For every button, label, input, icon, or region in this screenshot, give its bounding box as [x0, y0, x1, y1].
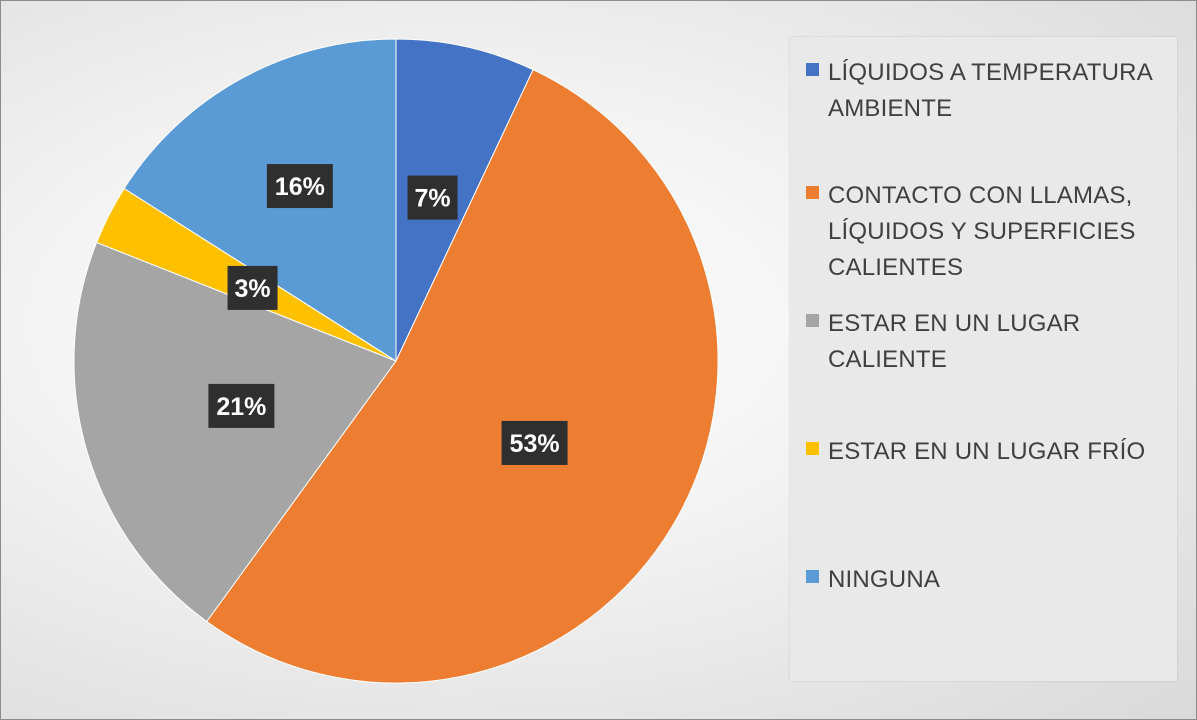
legend-swatch	[806, 570, 819, 583]
data-label-text: 21%	[216, 393, 266, 421]
data-label-text: 3%	[234, 275, 270, 303]
legend-label-line: LÍQUIDOS Y SUPERFICIES	[828, 218, 1136, 245]
data-labels: 7% 53% 21% 3% 16%	[208, 164, 568, 465]
legend-swatch	[806, 442, 819, 455]
legend-swatch	[806, 314, 819, 327]
pie-slice-liquidos-a-temperatura-ambiente	[395, 38, 534, 362]
pie-slice-contacto-con-llamas-liquidos-y-superficies-calientes	[206, 68, 719, 684]
data-label-liquidos-a-temperatura-ambiente: 7%	[407, 175, 458, 220]
data-label-estar-en-un-lugar-frio: 3%	[227, 265, 278, 310]
legend-item-lugar-frio: ESTAR EN UN LUGAR FRÍO	[806, 434, 1166, 470]
data-label-text: 7%	[414, 185, 450, 213]
data-label-box	[407, 175, 458, 220]
data-label-box	[501, 420, 568, 465]
data-label-text: 16%	[275, 173, 325, 201]
data-label-box	[208, 383, 275, 428]
legend: LÍQUIDOS A TEMPERATURA AMBIENTE CONTACTO…	[790, 37, 1177, 681]
legend-item-contacto: CONTACTO CON LLAMAS, LÍQUIDOS Y SUPERFIC…	[806, 178, 1166, 286]
data-label-ninguna: 16%	[266, 164, 333, 209]
legend-label-line: ESTAR EN UN LUGAR	[828, 310, 1081, 337]
data-label-estar-en-un-lugar-caliente: 21%	[208, 383, 275, 428]
legend-item-liquidos: LÍQUIDOS A TEMPERATURA AMBIENTE	[806, 55, 1166, 127]
pie-slices	[73, 38, 719, 684]
legend-swatch	[806, 186, 819, 199]
data-label-box	[266, 164, 333, 209]
legend-label-line: ESTAR EN UN LUGAR FRÍO	[828, 438, 1146, 465]
pie-slice-ninguna	[123, 38, 397, 362]
legend-label-line: LÍQUIDOS A TEMPERATURA	[828, 59, 1153, 86]
pie-slice-estar-en-un-lugar-caliente	[73, 241, 397, 623]
data-label-text: 53%	[510, 430, 560, 458]
legend-item-ninguna: NINGUNA	[806, 562, 1166, 598]
data-label-contacto-con-llamas-liquidos-y-superficies-calientes: 53%	[501, 420, 568, 465]
pie-chart: 7% 53% 21% 3% 16%	[73, 38, 719, 684]
legend-label-line: NINGUNA	[828, 566, 941, 593]
legend-label-line: CONTACTO CON LLAMAS,	[828, 182, 1133, 209]
legend-label-line: AMBIENTE	[828, 95, 953, 122]
data-label-box	[227, 265, 278, 310]
legend-swatch	[806, 63, 819, 76]
legend-label-line: CALIENTE	[828, 346, 947, 373]
legend-item-lugar-caliente: ESTAR EN UN LUGAR CALIENTE	[806, 306, 1166, 378]
legend-label-line: CALIENTES	[828, 254, 964, 281]
